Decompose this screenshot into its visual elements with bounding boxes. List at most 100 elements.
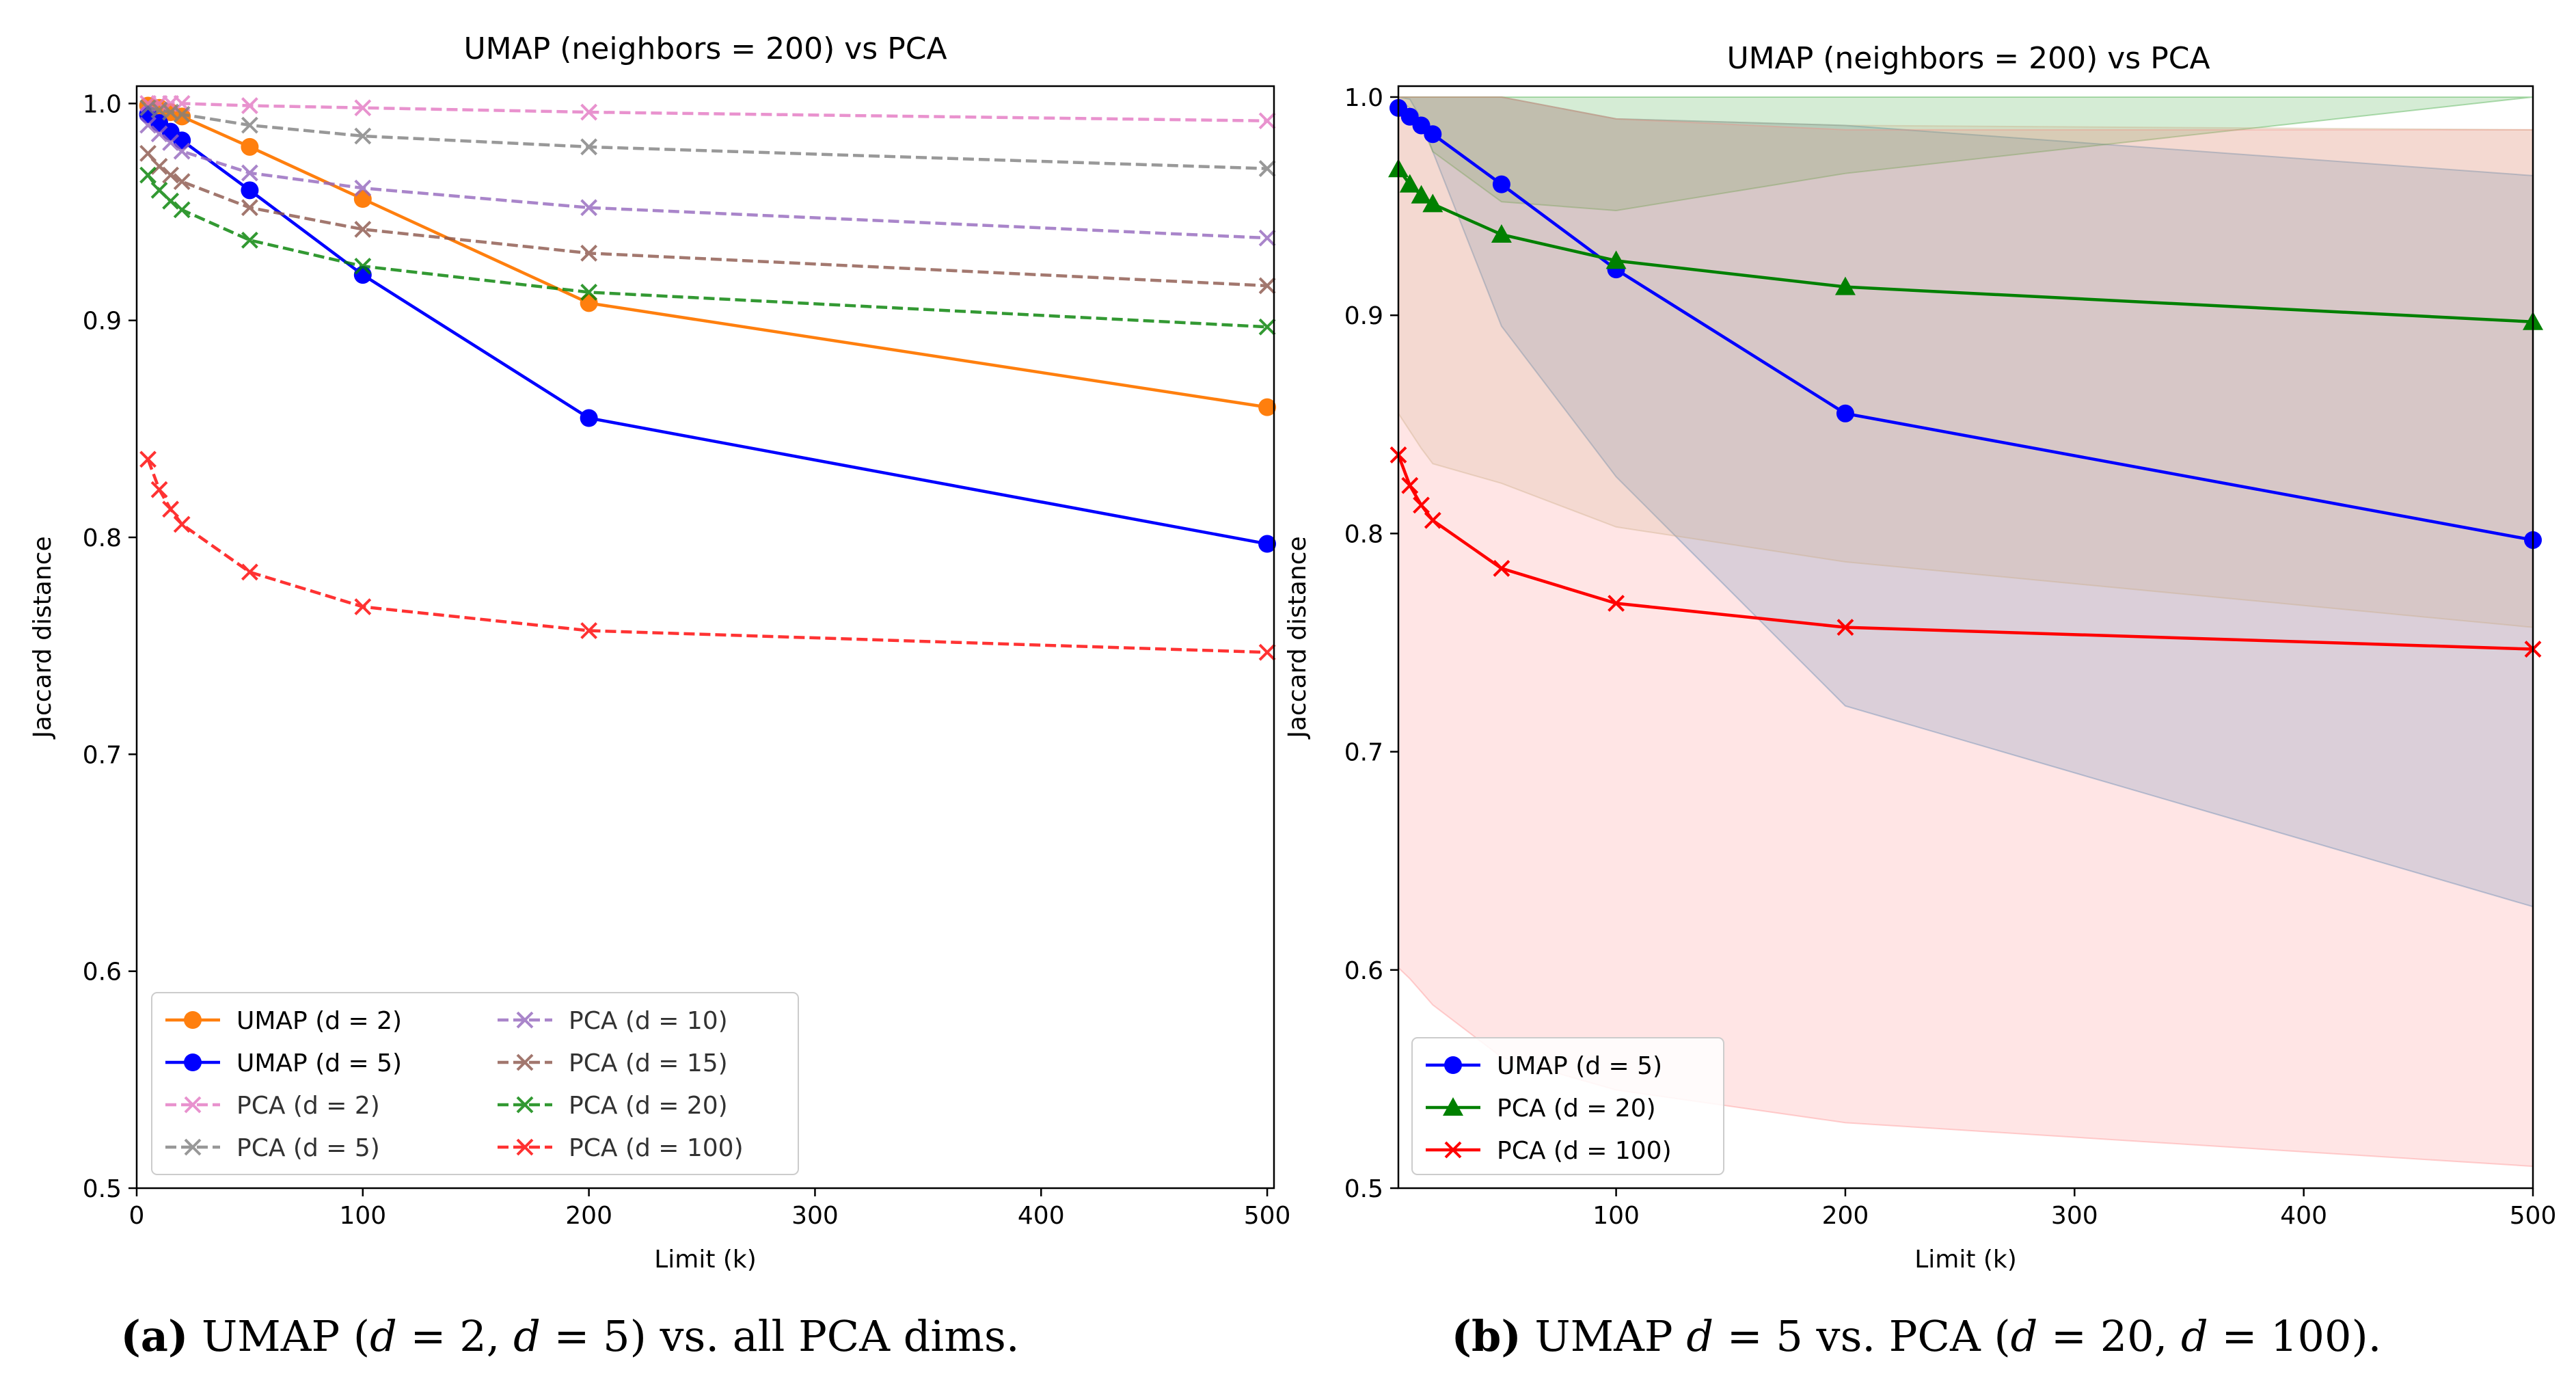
chart-a-series-0-point-5	[353, 190, 372, 209]
chart-a-xtick-label-3: 300	[791, 1202, 839, 1230]
chart-a-ytick-label-3: 0.8	[83, 524, 122, 552]
caption-a: (a) UMAP (d = 2, d = 5) vs. all PCA dims…	[120, 1311, 1019, 1361]
chart-a-frame	[135, 85, 1275, 1190]
chart-a-series-2-point-5	[354, 99, 372, 117]
caption-b-eq3: = 100).	[2208, 1311, 2382, 1361]
chart-a-series-4-point-7	[1258, 229, 1276, 247]
chart-a-series-5-point-7	[1258, 277, 1276, 295]
chart-a-legend-marker-6	[516, 1096, 534, 1114]
chart-a-series-2-point-4	[241, 97, 258, 114]
chart-a-series-2	[139, 94, 1276, 130]
chart-a-series-5-point-2	[162, 166, 180, 184]
chart-b-series-0-point-4	[1492, 175, 1510, 193]
chart-b-series-1-point-1	[1399, 174, 1420, 193]
chart-b-series-1-point-2	[1411, 185, 1432, 204]
chart-a-legend-label-3: PCA (d = 5)	[236, 1134, 380, 1162]
caption-a-label: (a)	[120, 1311, 188, 1361]
chart-a-xtick-label-1: 100	[339, 1202, 386, 1230]
chart-a-legend-label-6: PCA (d = 20)	[569, 1092, 728, 1120]
caption-b-d1: d	[1686, 1311, 1713, 1361]
chart-a-ylabel: Jaccard distance	[29, 536, 57, 739]
chart-a-series-3-line	[148, 106, 1268, 170]
chart-a-series-0-point-4	[241, 137, 259, 156]
chart-a-series-4	[139, 116, 1276, 247]
chart-a-series-6-point-6	[580, 284, 598, 301]
chart-b-xtick-label-3: 400	[2280, 1202, 2327, 1230]
chart-b-ytick-label-3: 0.8	[1344, 520, 1383, 548]
chart-a-legend-entry-2: PCA (d = 2)	[165, 1092, 380, 1120]
chart-a-series-4-point-5	[354, 179, 372, 197]
chart-b-xlabel: Limit (k)	[1914, 1246, 2017, 1274]
chart-a-legend-label-5: PCA (d = 15)	[569, 1049, 728, 1077]
chart-b-legend-entry-2: PCA (d = 100)	[1426, 1137, 1672, 1165]
chart-b-series-1-point-5	[1605, 250, 1627, 269]
chart-a-series-3-point-3	[173, 105, 191, 123]
chart-a-series-3	[139, 99, 1276, 177]
chart-a-series-6-point-7	[1258, 318, 1276, 336]
chart-a-series-6	[139, 166, 1276, 336]
chart-b-ytick-label-1: 0.6	[1344, 957, 1383, 985]
chart-a-series-7-point-1	[150, 481, 168, 498]
chart-a-series-4-point-3	[173, 142, 191, 160]
chart-a-series-7-point-2	[162, 500, 180, 518]
chart-b-series-2-point-5	[1608, 595, 1625, 612]
chart-a-series-0-point-6	[580, 294, 598, 312]
chart-a-series-7-point-4	[241, 563, 258, 581]
chart-a-legend-marker-0	[184, 1011, 202, 1029]
chart-a-series-1-point-6	[580, 409, 598, 427]
chart-b-xtick-label-0: 100	[1592, 1202, 1640, 1230]
chart-a-legend-label-4: PCA (d = 10)	[569, 1007, 728, 1035]
chart-a-series-1-point-4	[241, 181, 259, 200]
chart-b-series-0-point-3	[1424, 125, 1442, 144]
chart-a-series-3-point-4	[241, 116, 258, 134]
chart-a-series-4-point-6	[580, 199, 598, 217]
chart-a-ytick-label-4: 0.9	[83, 308, 122, 336]
chart-a-xtick-label-4: 400	[1018, 1202, 1065, 1230]
chart-a-series-2-point-6	[580, 103, 598, 121]
chart-a-series-6-point-2	[162, 192, 180, 210]
chart-a-series-5-point-5	[354, 221, 372, 238]
chart-a-xtick-label-5: 500	[1244, 1202, 1291, 1230]
chart-a-series-4-point-1	[150, 125, 168, 143]
chart-a-series-5-point-1	[150, 157, 168, 175]
chart-a-legend-marker-5	[516, 1053, 534, 1071]
caption-a-text-1: UMAP (	[188, 1311, 370, 1361]
chart-a-xtick-label-2: 200	[565, 1202, 612, 1230]
chart-a-series-1-point-5	[353, 266, 372, 284]
chart-b-legend-marker-1	[1443, 1097, 1463, 1116]
caption-a-eq2: = 5) vs. all PCA dims.	[541, 1311, 1020, 1361]
chart-b-frame	[1397, 85, 2534, 1190]
chart-panel-a: UMAP (neighbors = 200) vs PCA 0 100 200 300…	[29, 31, 1290, 1274]
chart-a-series-3-point-5	[354, 127, 372, 145]
caption-b-text-1: UMAP	[1521, 1311, 1687, 1361]
chart-a-legend-entry-4: PCA (d = 10)	[498, 1007, 728, 1035]
caption-a-d1: d	[370, 1311, 397, 1361]
chart-a-ytick-label-1: 0.6	[83, 958, 122, 986]
chart-a-series-7-point-3	[173, 515, 191, 533]
chart-a-legend-label-0: UMAP (d = 2)	[236, 1007, 402, 1035]
chart-a-legend-marker-3	[184, 1138, 202, 1156]
caption-a-eq1: = 2,	[397, 1311, 513, 1361]
chart-b-series-2-point-3	[1424, 511, 1441, 529]
chart-a-series-0-point-3	[173, 107, 191, 126]
chart-b-legend-label-2: PCA (d = 100)	[1497, 1137, 1672, 1165]
chart-b-xtick-label-2: 300	[2051, 1202, 2098, 1230]
chart-b-series-1-point-6	[1834, 276, 1856, 295]
chart-b-legend-box	[1411, 1037, 1724, 1175]
chart-b-xtick-label-4: 500	[2510, 1202, 2557, 1230]
chart-b-series-2-point-4	[1493, 560, 1510, 577]
chart-a-series-6-point-3	[173, 201, 191, 219]
chart-a-legend-entry-5: PCA (d = 15)	[498, 1049, 728, 1077]
chart-a-legend-marker-2	[184, 1096, 202, 1114]
chart-a-series-3-point-6	[580, 138, 598, 156]
chart-b-legend-marker-0	[1444, 1056, 1462, 1074]
caption-b-d2: d	[2011, 1311, 2038, 1361]
chart-b-ytick-label-0: 0.5	[1344, 1175, 1383, 1203]
chart-a-series-4-point-4	[241, 164, 258, 182]
chart-a-series-7-point-5	[354, 598, 372, 615]
chart-b-series-2-point-1	[1401, 476, 1419, 494]
chart-a-legend-label-2: PCA (d = 2)	[236, 1092, 380, 1120]
chart-a-legend-label-1: UMAP (d = 5)	[236, 1049, 402, 1077]
chart-b-legend-entry-0: UMAP (d = 5)	[1426, 1052, 1662, 1080]
chart-b-ytick-label-5: 1.0	[1344, 84, 1383, 112]
